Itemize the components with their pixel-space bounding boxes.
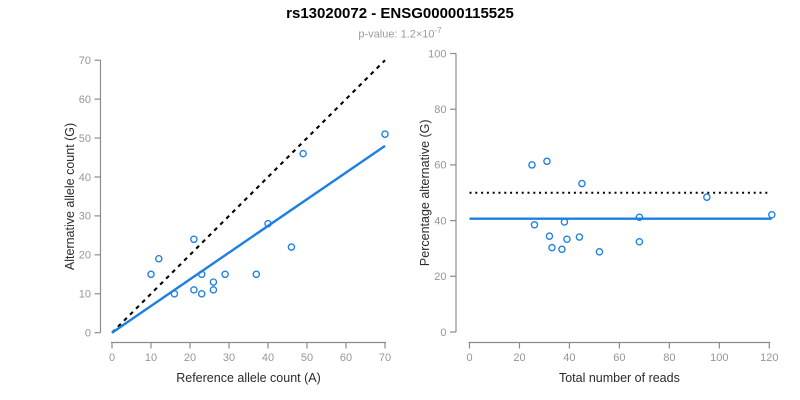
y-tick-label: 0 (440, 327, 446, 339)
data-point (548, 243, 556, 252)
data-point (170, 289, 179, 298)
data-point (530, 221, 539, 229)
x-tick-label: 40 (262, 352, 274, 364)
data-point (545, 232, 554, 240)
subtitle-label: p-value: (358, 28, 401, 41)
data-point (221, 270, 229, 279)
x-tick-label: 20 (184, 352, 196, 364)
data-point (381, 130, 389, 138)
y-tick-label: 100 (428, 48, 446, 60)
subtitle-exponent: -7 (434, 26, 442, 35)
data-point (190, 286, 198, 294)
y-tick-label: 10 (79, 289, 91, 301)
data-point (703, 193, 711, 201)
x-tick-label: 40 (563, 352, 575, 364)
y-tick-label: 80 (434, 104, 446, 116)
data-point (155, 254, 163, 263)
x-tick-label: 30 (223, 352, 235, 364)
data-point (595, 248, 604, 256)
x-tick-label: 10 (145, 352, 157, 364)
data-point (528, 161, 536, 169)
data-point (635, 237, 644, 246)
data-point (299, 149, 307, 158)
figure-title: rs13020072 - ENSG00000115525 (286, 5, 514, 22)
data-point (578, 179, 586, 188)
y-tick-label: 20 (434, 271, 446, 283)
x-tick-label: 120 (760, 352, 778, 364)
fit-line (111, 144, 386, 334)
x-tick-label: 70 (379, 352, 391, 364)
y-tick-label: 60 (79, 94, 91, 106)
x-tick-label: 100 (710, 352, 728, 364)
y-tick-label: 50 (79, 133, 91, 145)
data-point (287, 243, 296, 251)
data-point (197, 270, 206, 279)
x-axis-title: Total number of reads (559, 371, 680, 385)
data-point (147, 270, 155, 279)
data-point (558, 245, 566, 254)
x-tick-label: 20 (513, 352, 525, 364)
subtitle-value: 1.2×10 (400, 28, 435, 41)
y-tick-label: 40 (79, 172, 91, 184)
data-point (768, 210, 776, 219)
y-tick-label: 20 (79, 250, 91, 262)
y-tick-label: 60 (434, 160, 446, 172)
y-tick-label: 30 (79, 211, 91, 223)
data-point (209, 278, 218, 286)
data-point (197, 289, 206, 298)
y-tick-label: 70 (79, 55, 91, 67)
data-point (563, 235, 571, 244)
y-axis-title: Percentage alternative (G) (418, 119, 432, 266)
data-point (252, 270, 261, 279)
data-point (575, 233, 584, 241)
data-point (543, 157, 551, 166)
x-tick-label: 60 (340, 352, 352, 364)
y-tick-label: 0 (85, 328, 91, 340)
x-tick-label: 60 (613, 352, 625, 364)
x-tick-label: 0 (466, 352, 472, 364)
identity-line (111, 59, 386, 334)
x-axis-title: Reference allele count (A) (176, 371, 321, 385)
data-point (635, 213, 644, 222)
data-point (264, 219, 272, 228)
y-tick-label: 40 (434, 215, 446, 227)
x-tick-label: 50 (301, 352, 313, 364)
data-point (190, 235, 198, 244)
data-point (560, 218, 569, 226)
data-point (209, 286, 218, 294)
x-tick-label: 80 (663, 352, 675, 364)
y-axis-title: Alternative allele count (G) (63, 123, 77, 270)
figure-subtitle: p-value: 1.2×10-7 (0, 26, 800, 41)
x-tick-label: 0 (109, 352, 115, 364)
